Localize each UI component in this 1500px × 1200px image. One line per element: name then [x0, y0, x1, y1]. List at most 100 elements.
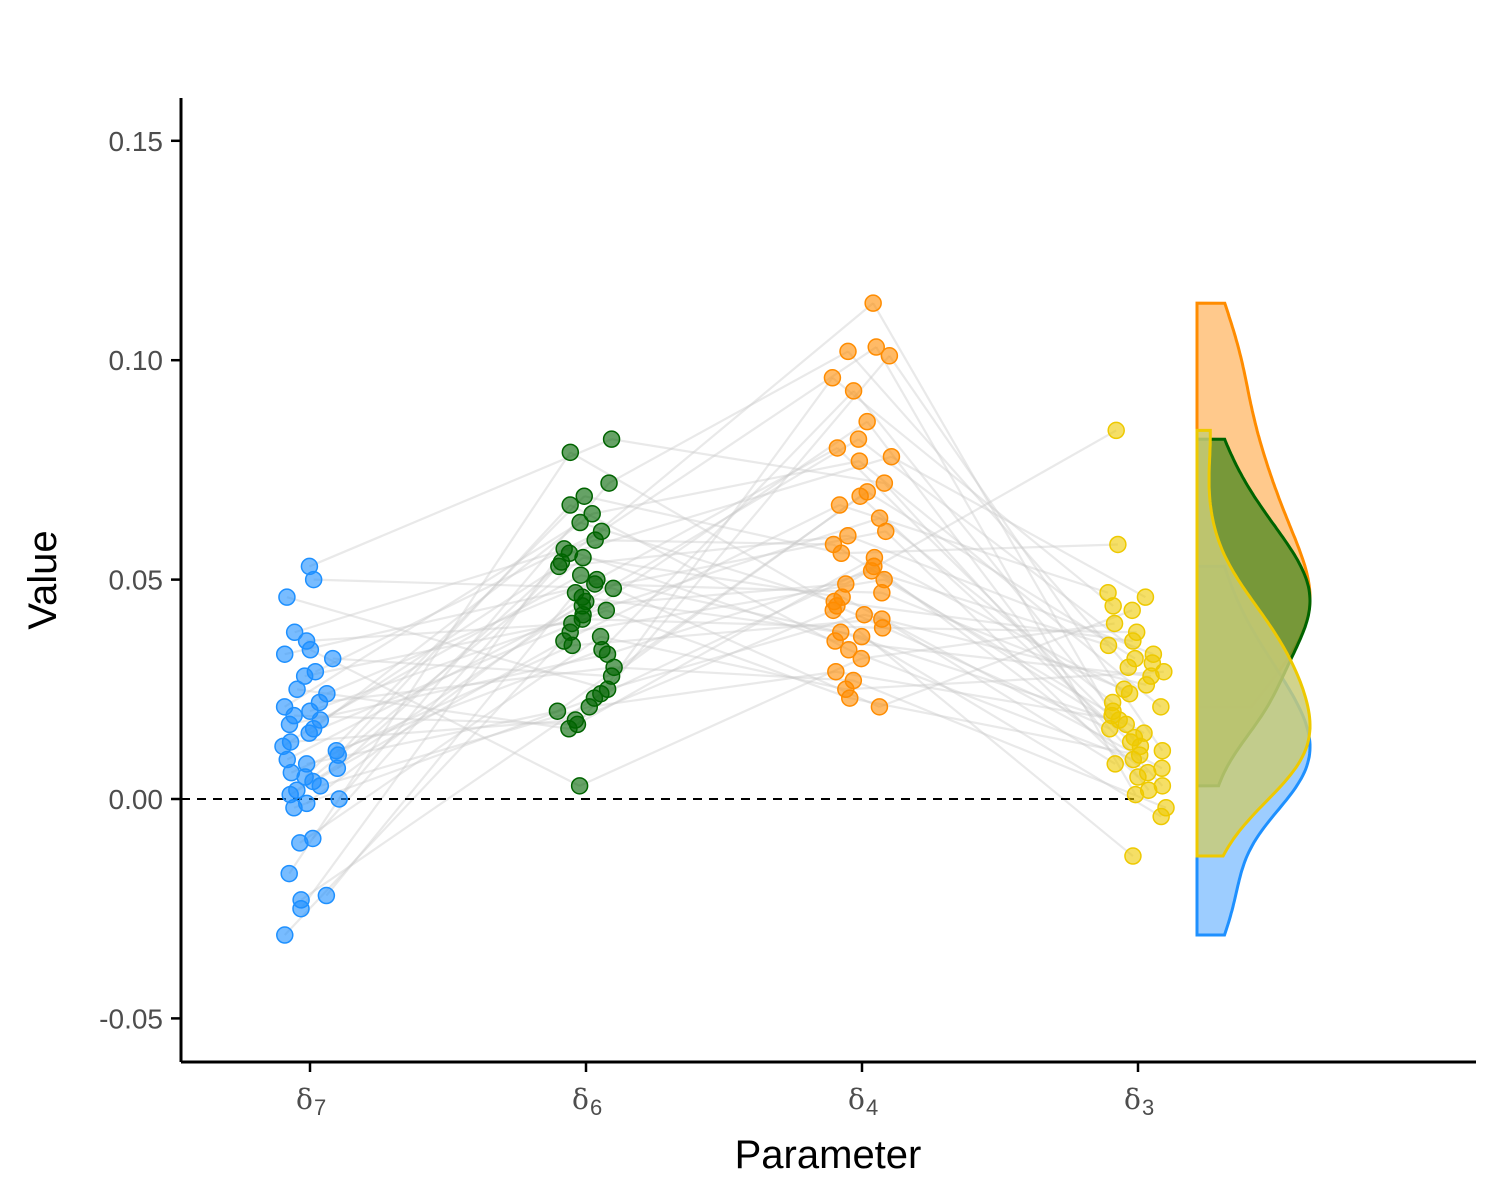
connecting-line [308, 609, 607, 735]
y-axis-title: Value [21, 530, 65, 629]
connecting-line [300, 548, 566, 910]
connecting-line [873, 565, 1149, 774]
connecting-line [569, 455, 892, 555]
connecting-line [304, 495, 586, 778]
connecting-line [320, 705, 590, 787]
data-point [571, 566, 590, 584]
connecting-line [875, 346, 1137, 796]
data-point [840, 641, 858, 659]
data-point [280, 715, 299, 734]
connecting-line [840, 631, 1127, 726]
connecting-line [299, 635, 602, 844]
data-point [304, 570, 323, 589]
connecting-line [882, 626, 1137, 634]
data-point [824, 601, 843, 620]
density-curve [1195, 428, 1312, 858]
connecting-line [852, 679, 1167, 809]
data-point [275, 645, 294, 663]
connecting-line [335, 648, 603, 752]
y-tick-label: 0.00 [109, 784, 164, 815]
data-point [597, 601, 616, 620]
connecting-line [595, 539, 834, 546]
connecting-line [293, 697, 595, 809]
data-point [1104, 597, 1122, 615]
data-point [561, 496, 579, 514]
connecting-line [834, 600, 1134, 643]
connecting-line [283, 631, 572, 936]
data-point [867, 338, 885, 356]
axes-layer: -0.050.000.050.100.15δ 7 δ 6 δ 4 δ 3 [99, 98, 1476, 1120]
connecting-line [861, 622, 1115, 660]
connecting-line [610, 495, 861, 678]
connecting-line [611, 438, 885, 485]
connecting-line [885, 530, 1139, 778]
connecting-line [835, 670, 1120, 722]
connecting-line [560, 302, 874, 563]
data-point [1126, 785, 1145, 804]
data-point [851, 487, 869, 505]
connecting-line [582, 617, 883, 629]
data-point [873, 584, 891, 602]
connecting-line [612, 587, 880, 708]
data-point [563, 636, 581, 655]
data-point [1120, 684, 1139, 703]
connecting-line [871, 569, 1109, 647]
data-point [849, 430, 868, 448]
connecting-line [312, 600, 587, 783]
connecting-line [866, 490, 1136, 660]
x-tick-label: δ [572, 1083, 589, 1116]
connecting-line [835, 639, 1152, 678]
data-point [301, 641, 320, 659]
density-layer [1195, 301, 1312, 937]
data-point [292, 899, 310, 918]
connecting-line [582, 517, 880, 616]
data-point [295, 667, 314, 685]
data-point [875, 474, 894, 492]
data-point [1152, 698, 1170, 716]
connecting-line [289, 653, 608, 726]
x-tick-label: δ [848, 1083, 865, 1116]
connecting-line [286, 596, 608, 691]
data-point [278, 588, 296, 606]
connecting-line [568, 556, 875, 730]
connecting-line [337, 504, 571, 756]
data-point [823, 369, 842, 387]
connecting-line [872, 302, 1114, 717]
connecting-line [881, 618, 1116, 765]
y-tick-label: 0.15 [109, 126, 164, 157]
x-tick-label-subscript: 3 [1142, 1095, 1154, 1120]
connecting-line [836, 447, 1142, 748]
data-point [586, 575, 604, 593]
data-point [870, 698, 889, 716]
data-point [882, 447, 901, 466]
x-tick-label-subscript: 4 [866, 1095, 878, 1120]
connecting-line [890, 455, 1146, 599]
connecting-line [858, 460, 1162, 708]
connecting-line [859, 495, 1132, 743]
connecting-line [284, 582, 596, 656]
connecting-line [848, 648, 1134, 761]
x-tick-label: δ [296, 1083, 313, 1116]
connecting-line [847, 350, 1130, 669]
data-point [571, 513, 589, 532]
data-point [311, 777, 330, 795]
data-point [280, 864, 298, 883]
connecting-line [605, 609, 851, 700]
connecting-line [841, 543, 1118, 555]
data-point [548, 702, 567, 720]
connecting-line [852, 390, 1114, 712]
data-point [844, 382, 863, 400]
data-point [580, 698, 599, 716]
y-tick-label: 0.05 [109, 565, 164, 596]
data-point [602, 430, 621, 448]
connecting-line [563, 547, 836, 643]
connecting-line [582, 556, 843, 599]
connecting-line [284, 521, 581, 708]
connecting-line [312, 512, 593, 730]
connecting-line [607, 569, 872, 656]
x-tick-label: δ [1124, 1083, 1141, 1116]
data-point [858, 412, 876, 431]
data-point [826, 632, 844, 650]
connecting-line [336, 561, 563, 770]
data-point [1137, 676, 1156, 694]
